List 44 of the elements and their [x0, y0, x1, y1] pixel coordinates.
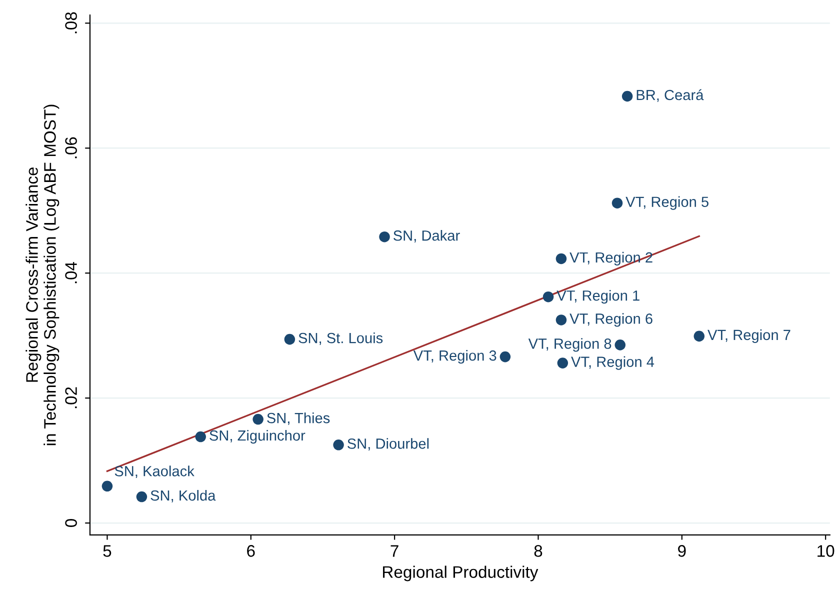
y-tick-label: .08 — [65, 12, 77, 34]
x-axis-title: Regional Productivity — [383, 566, 538, 582]
point — [500, 351, 511, 362]
x-tick-label: 5 — [103, 545, 112, 557]
point — [252, 414, 264, 425]
annotation: SN, Diourbel — [348, 438, 429, 451]
point — [284, 334, 296, 345]
annotation: VT, Region 5 — [626, 196, 708, 210]
annotation: BR, Ceará — [636, 89, 704, 102]
point — [333, 440, 344, 450]
point — [622, 90, 633, 102]
annotation: SN, Ziguinchor — [210, 430, 306, 444]
point — [136, 491, 148, 502]
annotation: VT, Region 7 — [708, 329, 790, 343]
point — [694, 330, 705, 342]
y-tick-label: 0 — [65, 519, 77, 527]
y-tick-label: .06 — [65, 137, 77, 158]
annotation: SN, Kolda — [150, 490, 216, 502]
annotation: SN, Kaolack — [114, 466, 194, 478]
annotation: VT, Region 8 — [528, 338, 612, 352]
point — [556, 314, 567, 326]
point — [195, 431, 206, 442]
annotation: VT, Region 1 — [556, 290, 640, 304]
point — [102, 480, 113, 492]
x-tick-label: 8 — [534, 545, 542, 557]
point — [556, 253, 567, 264]
point — [542, 291, 554, 302]
x-tick-label: 6 — [247, 545, 255, 557]
point — [612, 198, 623, 208]
point — [557, 358, 568, 368]
annotation: SN, Dakar — [394, 230, 460, 242]
y-axis-title: Regional Cross-firm Variance in Technology Sophistication (Log ABF MOST) — [26, 104, 60, 446]
point — [379, 231, 390, 242]
annotation: VT, Region 4 — [571, 356, 654, 370]
annotation: SN, St. Louis — [298, 332, 383, 345]
annotation: VT, Region 3 — [413, 350, 496, 364]
annotation: SN, Thies — [267, 412, 330, 425]
y-tick-label: .04 — [65, 262, 77, 284]
point — [614, 340, 626, 350]
x-tick-label: 7 — [390, 545, 398, 557]
annotation: VT, Region 6 — [570, 313, 652, 327]
x-tick-label: 10 — [818, 545, 834, 557]
x-tick-label: 9 — [678, 545, 686, 557]
y-tick-label: .02 — [65, 387, 77, 408]
